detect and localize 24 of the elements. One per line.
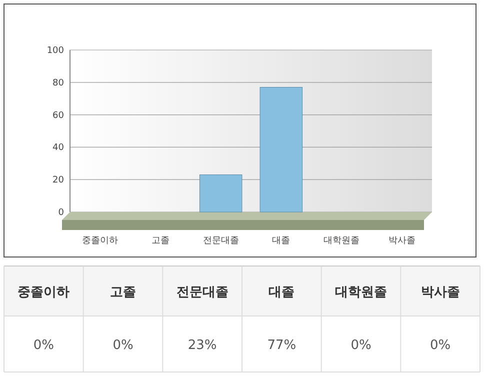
- category-label: 중졸이하: [82, 236, 118, 246]
- data-label: 0%: [430, 338, 451, 353]
- data-label: 23%: [188, 338, 217, 353]
- x-tick-label: 박사졸: [420, 285, 460, 300]
- x-tick-label: 중졸이하: [18, 285, 70, 300]
- category-label: 고졸: [152, 236, 170, 246]
- x-tick-label: 전문대졸: [176, 285, 228, 300]
- y-tick-label: 40: [52, 143, 64, 154]
- category-label: 대졸: [272, 236, 290, 246]
- x-tick-label: 대졸: [268, 285, 295, 300]
- data-label: 0%: [33, 338, 54, 353]
- y-tick-label: 20: [52, 176, 64, 186]
- category-label: 전문대졸: [202, 236, 239, 246]
- data-label: 0%: [112, 338, 134, 353]
- category-label: 박사졸: [388, 236, 416, 246]
- y-tick-label: 60: [52, 110, 64, 121]
- x-tick-label: 고졸: [110, 285, 136, 300]
- y-tick-label: 80: [52, 78, 64, 88]
- y-tick-label: 0: [58, 208, 64, 218]
- data-label: 77%: [267, 338, 296, 353]
- y-tick-label: 100: [46, 46, 64, 56]
- x-tick-label: 대학원졸: [335, 285, 387, 300]
- data-label: 0%: [350, 338, 372, 353]
- category-label: 대학원졸: [324, 236, 360, 246]
